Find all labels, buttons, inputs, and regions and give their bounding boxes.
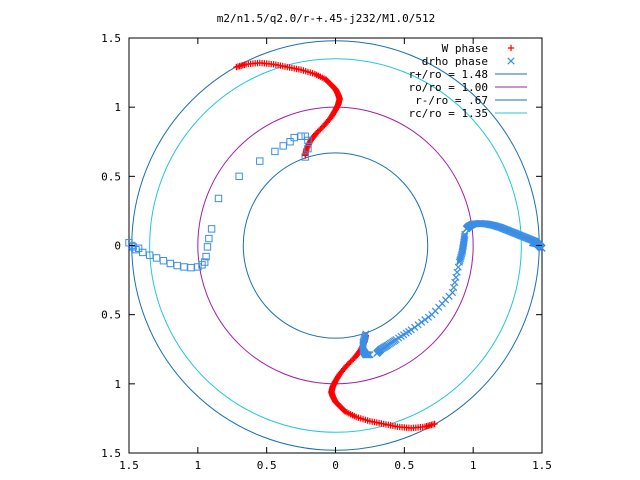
data-point-2-1-9 <box>286 138 294 146</box>
x-tick-label-0: 1.5 <box>119 459 139 472</box>
data-point-1-0-15 <box>528 239 536 247</box>
data-point-2-2-5 <box>173 261 181 270</box>
y-tick-label-5: 1 <box>114 378 121 391</box>
legend-marker-1 <box>507 57 515 65</box>
legend-label-3: ro/ro = 1.00 <box>409 81 488 94</box>
data-point-2-2-6 <box>166 259 175 268</box>
data-points <box>125 59 546 432</box>
data-point-2-2-14 <box>129 243 137 251</box>
data-point-fill-1-2-5-1 <box>424 313 433 321</box>
data-point-fill-0-1-15-2 <box>346 359 353 367</box>
data-point-2-2-1 <box>198 261 206 269</box>
data-point-2-1-1 <box>203 243 212 251</box>
data-point-fill-0-1-15-1 <box>344 361 352 368</box>
data-point-2-2-15 <box>134 244 143 252</box>
legend-label-4: r-/ro = .67 <box>415 94 488 107</box>
data-point-2-1-8 <box>279 142 287 150</box>
data-point-2-2-3 <box>187 263 195 272</box>
axis-ticks: 1.5 1 0.5 0 0.5 1 1.51.510.500.511.5 <box>101 32 552 472</box>
x-tick-label-2: 0.5 <box>257 459 277 472</box>
y-tick-label-4: 0.5 <box>101 309 121 322</box>
data-point-2-2-10 <box>139 248 147 257</box>
data-point-1-2-10 <box>373 349 381 358</box>
data-point-fill-0-0-17-3 <box>305 141 312 148</box>
legend-label-1: drho phase <box>422 55 488 68</box>
data-point-fill-0-0-15-2 <box>318 124 325 132</box>
data-point-1-1-4 <box>366 351 374 359</box>
reference-circle-2 <box>242 152 429 339</box>
data-point-2-1-7 <box>271 147 279 156</box>
data-point-fill-1-2-5-2 <box>421 316 429 324</box>
legend-label-0: W phase <box>442 42 488 55</box>
data-point-fill-0-0-15-4 <box>315 127 323 134</box>
data-point-2-1-3 <box>207 225 216 233</box>
data-point-2-1-10 <box>290 133 298 142</box>
data-point-0-1-15 <box>343 362 350 370</box>
data-point-2-0-0 <box>301 153 309 161</box>
data-point-2-2-7 <box>159 257 168 265</box>
data-point-fill-0-1-15-4 <box>348 357 356 364</box>
chart-title: m2/n1.5/q2.0/r-+.45-j232/M1.0/512 <box>217 12 436 25</box>
data-point-fill-0-0-15-3 <box>317 126 324 133</box>
data-point-2-2-8 <box>152 254 161 262</box>
y-tick-label-3: 0 <box>114 240 121 253</box>
legend-marker-0 <box>507 44 515 52</box>
series-1 <box>359 219 546 359</box>
data-point-2-1-4 <box>214 194 223 203</box>
data-point-1-2-5 <box>428 311 436 319</box>
x-tick-label-3: 0 <box>332 459 339 472</box>
reference-circle-3 <box>149 58 522 433</box>
data-point-fill-0-0-15-1 <box>319 123 327 130</box>
data-point-2-1-5 <box>235 172 243 181</box>
legend-label-2: r+/ro = 1.48 <box>409 68 488 81</box>
data-point-fill-1-2-5-4 <box>414 321 422 329</box>
data-point-0-0-15 <box>321 121 328 129</box>
data-point-2-1-0 <box>202 252 210 261</box>
data-point-2-0-4 <box>297 132 305 140</box>
data-point-2-1-6 <box>256 157 264 165</box>
data-point-2-2-4 <box>180 263 188 271</box>
data-point-2-0-1 <box>304 144 312 153</box>
data-point-fill-1-2-2-5 <box>456 256 464 265</box>
y-tick-label-2: 0.5 <box>101 170 121 183</box>
data-point-2-0-3 <box>301 132 309 140</box>
reference-circle-1 <box>197 106 474 385</box>
y-tick-label-6: 1.5 <box>101 447 121 460</box>
x-tick-label-5: 1 <box>470 459 477 472</box>
data-point-2-1-2 <box>205 234 213 243</box>
legend-label-5: rc/ro = 1.35 <box>409 107 488 120</box>
data-point-fill-0-1-15-3 <box>347 358 354 365</box>
y-tick-label-1: 1 <box>114 101 121 114</box>
series-2 <box>125 132 312 272</box>
data-point-fill-1-2-5-3 <box>417 318 426 326</box>
x-tick-label-4: 0.5 <box>394 459 414 472</box>
x-tick-label-1: 1 <box>195 459 202 472</box>
x-tick-label-6: 1.5 <box>532 459 552 472</box>
series-0 <box>233 59 438 432</box>
y-tick-label-0: 1.5 <box>101 32 121 45</box>
data-point-fill-1-2-5-5 <box>411 323 419 331</box>
